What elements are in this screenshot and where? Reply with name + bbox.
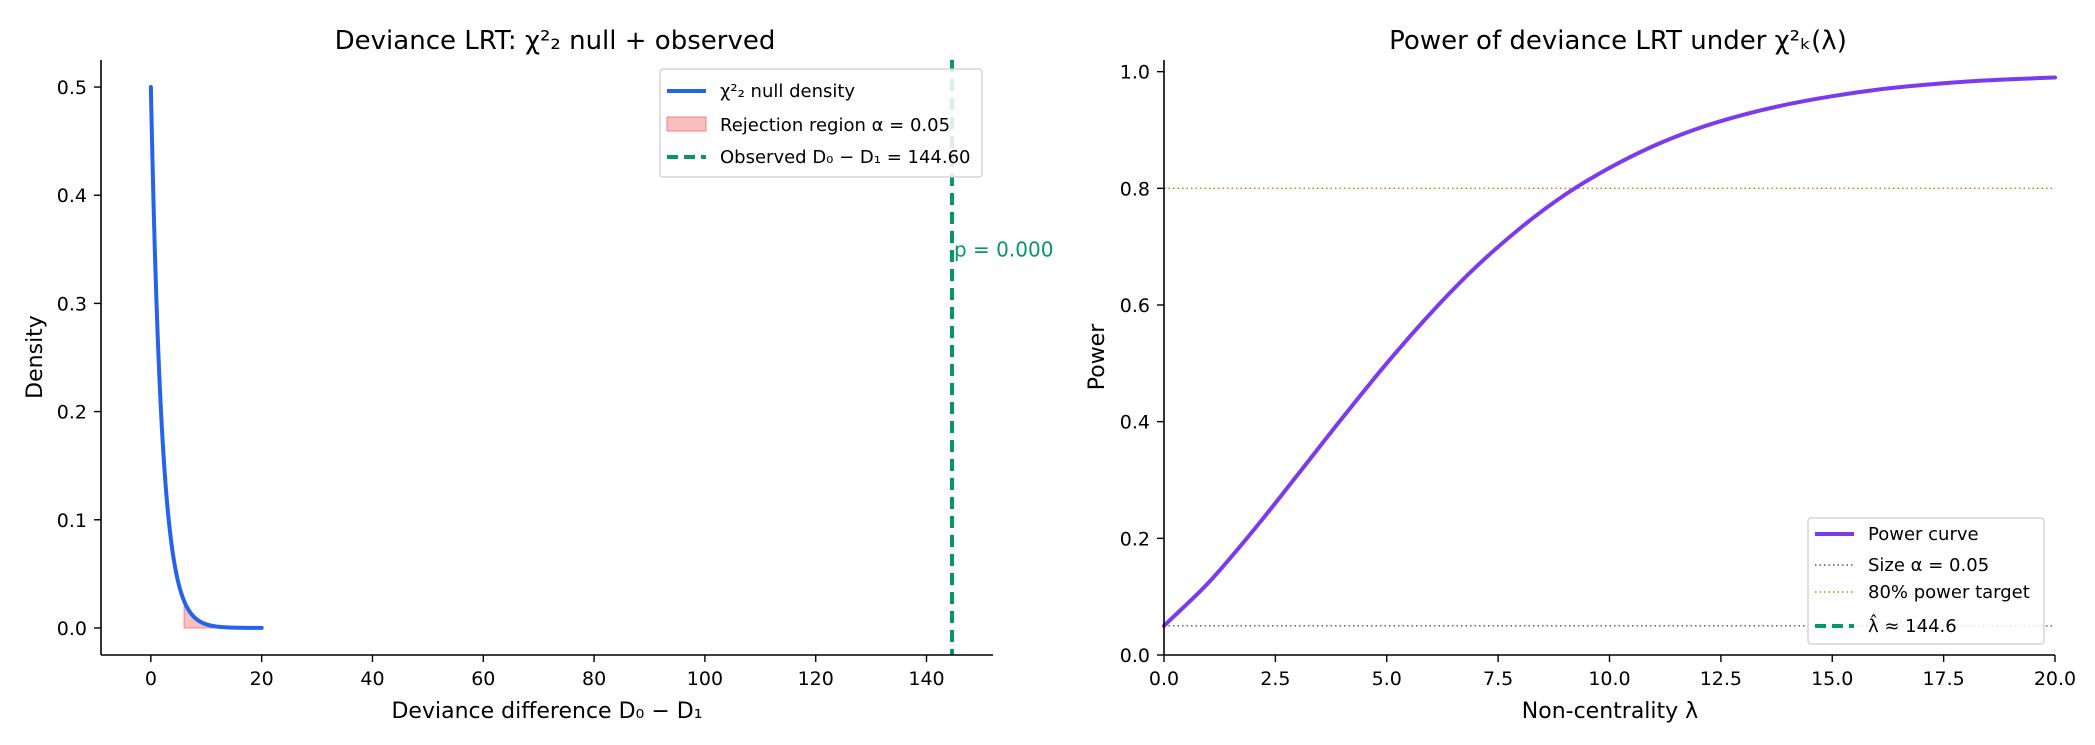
x-tick-label: 80 bbox=[582, 668, 606, 690]
null-density-curve bbox=[148, 85, 264, 630]
x-tick-label: 100 bbox=[687, 668, 723, 690]
left-title: Deviance LRT: χ²₂ null + observed bbox=[335, 26, 776, 56]
right-title: Power of deviance LRT under χ²ₖ(λ) bbox=[1389, 26, 1847, 56]
legend-label-observed: Observed D₀ − D₁ = 144.60 bbox=[720, 147, 971, 168]
x-tick-label: 60 bbox=[471, 668, 495, 690]
legend-label-power-curve: Power curve bbox=[1868, 524, 1979, 545]
y-tick-label: 0.4 bbox=[1120, 412, 1150, 434]
y-tick-label: 0.2 bbox=[57, 402, 87, 424]
x-tick-label: 0.0 bbox=[1149, 668, 1179, 690]
x-tick-label: 20.0 bbox=[2034, 668, 2076, 690]
null-density-layer bbox=[148, 85, 264, 630]
x-tick-label: 7.5 bbox=[1483, 668, 1513, 690]
legend-label-rejection-region: Rejection region α = 0.05 bbox=[720, 115, 950, 136]
legend-label-null-density: χ²₂ null density bbox=[720, 81, 855, 102]
left-legend: χ²₂ null density Rejection region α = 0.… bbox=[659, 68, 983, 178]
right-legend-box bbox=[1807, 517, 2045, 645]
y-tick-label: 0.1 bbox=[57, 510, 87, 532]
y-tick-label: 0.0 bbox=[57, 618, 87, 640]
x-tick-label: 15.0 bbox=[1811, 668, 1853, 690]
right-x-ticks: 0.0 2.5 5.0 7.5 10.0 12.5 15.0 17.5 20.0 bbox=[1149, 655, 2076, 690]
left-legend-box bbox=[659, 68, 983, 178]
y-tick-label: 0.3 bbox=[57, 293, 87, 315]
legend-label-power-target: 80% power target bbox=[1868, 582, 2030, 603]
x-tick-label: 120 bbox=[798, 668, 834, 690]
right-legend: Power curve Size α = 0.05 80% power targ… bbox=[1807, 517, 2045, 645]
p-value-annotation: p = 0.000 bbox=[954, 237, 1053, 261]
y-tick-label: 0.2 bbox=[1120, 528, 1150, 550]
x-tick-label: 140 bbox=[908, 668, 944, 690]
x-tick-label: 20 bbox=[250, 668, 274, 690]
x-tick-label: 5.0 bbox=[1372, 668, 1402, 690]
power-panel: Power of deviance LRT under χ²ₖ(λ) 0.0 2.… bbox=[1085, 26, 2076, 724]
right-x-label: Non-centrality λ bbox=[1522, 699, 1698, 724]
legend-label-lambda-hat: λ̂ ≈ 144.6 bbox=[1868, 614, 1957, 637]
left-y-label: Density bbox=[23, 315, 48, 399]
x-tick-label: 2.5 bbox=[1260, 668, 1290, 690]
right-y-ticks: 0.0 0.2 0.4 0.6 0.8 1.0 bbox=[1120, 62, 1164, 667]
y-tick-label: 1.0 bbox=[1120, 62, 1150, 84]
x-tick-label: 0 bbox=[145, 668, 157, 690]
x-tick-label: 10.0 bbox=[1588, 668, 1630, 690]
power-curve-layer bbox=[1162, 75, 2057, 628]
left-y-ticks: 0.0 0.1 0.2 0.3 0.4 0.5 bbox=[57, 77, 101, 640]
legend-swatch-rejection-region bbox=[666, 116, 707, 132]
power-curve bbox=[1162, 75, 2057, 628]
deviance-panel: Deviance LRT: χ²₂ null + observed p = 0.… bbox=[23, 26, 1053, 724]
x-tick-label: 17.5 bbox=[1922, 668, 1964, 690]
y-tick-label: 0.8 bbox=[1120, 178, 1150, 200]
y-tick-label: 0.5 bbox=[57, 77, 87, 99]
y-tick-label: 0.6 bbox=[1120, 295, 1150, 317]
left-x-label: Deviance difference D₀ − D₁ bbox=[391, 699, 702, 724]
y-tick-label: 0.4 bbox=[57, 185, 87, 207]
x-tick-label: 40 bbox=[360, 668, 384, 690]
right-y-label: Power bbox=[1085, 323, 1110, 390]
legend-label-size: Size α = 0.05 bbox=[1868, 555, 1989, 576]
x-tick-label: 12.5 bbox=[1700, 668, 1742, 690]
left-x-ticks: 0 20 40 60 80 100 120 140 bbox=[145, 655, 945, 690]
y-tick-label: 0.0 bbox=[1120, 645, 1150, 667]
